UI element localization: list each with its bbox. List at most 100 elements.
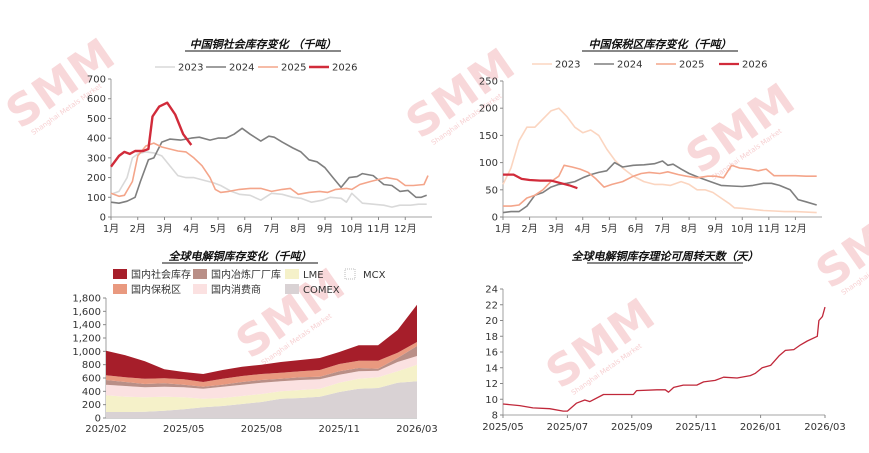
y-tick-label: 1,600 <box>72 307 101 318</box>
area-layer-LME <box>106 364 417 412</box>
y-tick-label: 400 <box>87 134 106 145</box>
x-tick-label: 2026/01 <box>740 422 782 433</box>
y-tick-label: 0 <box>492 213 498 224</box>
x-tick-label: 11月 <box>367 223 390 235</box>
chart-title: 全球电解铜库存理论可周转天数（天） <box>572 250 759 263</box>
x-tick-label: 6月 <box>237 223 253 235</box>
x-tick-label: 10月 <box>731 223 754 235</box>
x-tick-label: 2026/03 <box>396 424 438 435</box>
chart-c3: 全球电解铜库存变化（千吨） 0 200 400 600 800 1,000 1,200 1,40… <box>72 250 437 435</box>
area-layer-COMEX <box>106 381 417 418</box>
area-layer-国内社会库存 <box>106 304 417 382</box>
watermark-text: SMM <box>537 289 664 399</box>
chart-title: 全球电解铜库存变化（千吨） <box>169 250 312 263</box>
x-tick-label: 5月 <box>601 223 617 235</box>
series-line-2025 <box>110 142 429 198</box>
series-line-2026 <box>110 101 193 168</box>
y-tick-label: 12 <box>485 379 498 390</box>
series-line-2023 <box>110 151 427 208</box>
legend-swatch <box>344 268 356 280</box>
chart-c2: 中国保税区库存变化（千吨） 0 50 100 150 200 250 1月 2月 3月 4月 5月 6月… <box>479 38 822 235</box>
legend-label: 2024 <box>229 63 254 74</box>
x-tick-label: 8月 <box>290 223 306 235</box>
y-tick-label: 600 <box>82 374 101 385</box>
x-tick-label: 1月 <box>495 223 511 235</box>
x-tick-label: 2025/02 <box>85 424 127 435</box>
x-tick-label: 3月 <box>156 223 172 235</box>
y-tick-label: 8 <box>492 411 498 422</box>
watermark-text: SMM <box>397 39 524 149</box>
legend-swatch <box>285 269 299 279</box>
legend-label: 2023 <box>178 63 203 74</box>
y-tick-label: 1,000 <box>72 347 101 358</box>
y-tick-label: 14 <box>485 363 498 374</box>
y-tick-label: 150 <box>479 131 498 142</box>
legend-label: LME <box>303 270 324 281</box>
x-tick-label: 2025/07 <box>547 422 589 433</box>
legend-label: 2026 <box>332 63 357 74</box>
series-line-2023 <box>502 107 817 214</box>
y-tick-label: 300 <box>87 153 106 164</box>
y-tick-label: 1,400 <box>72 320 101 331</box>
x-tick-label: 6月 <box>628 223 644 235</box>
y-tick-label: 22 <box>485 300 498 311</box>
area-layer-国内消费商 <box>106 356 417 399</box>
y-tick-label: 1,200 <box>72 334 101 345</box>
legend-label: 国内保税区 <box>131 283 181 296</box>
x-tick-label: 10月 <box>340 223 363 235</box>
legend-swatch <box>113 269 127 279</box>
y-tick-label: 600 <box>87 94 106 105</box>
legend-label: 国内消费商 <box>211 283 261 296</box>
chart-title: 中国铜社会库存变化 （千吨） <box>190 38 337 51</box>
x-tick-label: 2025/08 <box>241 424 283 435</box>
y-tick-label: 1,800 <box>72 294 101 305</box>
y-tick-label: 200 <box>82 400 101 411</box>
x-tick-label: 1月 <box>103 223 119 235</box>
legend-swatch <box>113 284 127 294</box>
legend-label: 国内冶炼厂厂库 <box>211 268 281 281</box>
chart-c1: 中国铜社会库存变化 （千吨） 0 100 200 300 400 500 600 700 1月 2月… <box>87 38 432 235</box>
y-tick-label: 10 <box>485 395 498 406</box>
x-tick-label: 3月 <box>548 223 564 235</box>
series-line-2025 <box>503 164 817 207</box>
y-tick-label: 800 <box>82 360 101 371</box>
x-tick-label: 5月 <box>210 223 226 235</box>
y-tick-label: 100 <box>479 158 498 169</box>
area-layer-国内保税区 <box>106 342 417 387</box>
legend-label: 2023 <box>555 60 580 71</box>
x-tick-label: 2025/11 <box>318 424 360 435</box>
x-tick-label: 2月 <box>521 223 537 235</box>
x-tick-label: 9月 <box>317 223 333 235</box>
legend-swatch <box>193 284 207 294</box>
x-tick-label: 12月 <box>394 223 417 235</box>
x-tick-label: 7月 <box>263 223 279 235</box>
series-line-2024 <box>502 160 817 214</box>
y-tick-label: 16 <box>485 348 498 359</box>
y-tick-label: 50 <box>485 185 498 196</box>
legend-label: MCX <box>363 270 386 281</box>
y-tick-label: 250 <box>479 77 498 88</box>
x-tick-label: 2025/05 <box>482 422 524 433</box>
y-tick-label: 24 <box>485 285 498 296</box>
series-line-2026 <box>503 173 578 190</box>
y-tick-label: 400 <box>82 387 101 398</box>
legend-label: 2024 <box>617 60 642 71</box>
chart-title: 中国保税区库存变化（千吨） <box>589 38 732 51</box>
y-tick-label: 0 <box>95 414 101 425</box>
y-tick-label: 100 <box>87 193 106 204</box>
x-tick-label: 4月 <box>183 223 199 235</box>
legend-swatch <box>285 284 299 294</box>
legend-label: 2025 <box>679 60 704 71</box>
legend-label: 2026 <box>742 60 767 71</box>
x-tick-label: 2026/03 <box>804 422 846 433</box>
x-tick-label: 12月 <box>784 223 807 235</box>
y-tick-label: 500 <box>87 114 106 125</box>
area-layer-国内冶炼厂厂库 <box>106 346 417 389</box>
legend-label: 国内社会库存 <box>131 268 191 281</box>
legend-label: 2025 <box>281 63 306 74</box>
